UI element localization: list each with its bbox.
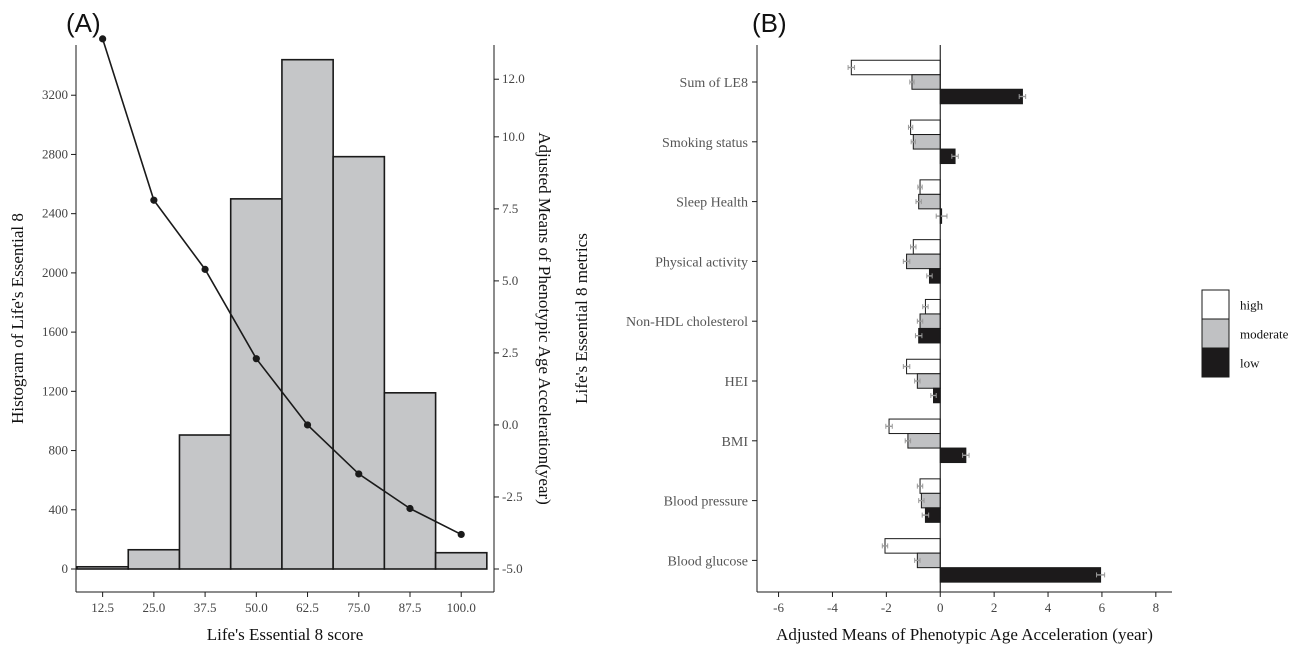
bar-high-8 bbox=[884, 538, 941, 554]
legend: high moderate low bbox=[1201, 289, 1289, 378]
bar-moderate-6 bbox=[907, 433, 941, 449]
phenotypic-age-point-5 bbox=[355, 470, 363, 478]
panel-a-x-tick-label-6: 87.5 bbox=[399, 600, 422, 615]
bar-moderate-2 bbox=[918, 193, 941, 210]
bar-moderate-5 bbox=[916, 373, 941, 389]
panel-a-label: (A) bbox=[66, 8, 101, 38]
panel-b-axes: Sum of LE8 Smoking status Sleep Health Phys… bbox=[626, 45, 1172, 615]
panel-a-y2-tick-label-0: -5.0 bbox=[502, 561, 523, 576]
panel-b-label: (B) bbox=[752, 8, 787, 38]
panel-a-y-tick-label-8: 3200 bbox=[42, 87, 68, 102]
panel-a-y2-tick-label-2: 0.0 bbox=[502, 417, 518, 432]
bar-high-2 bbox=[919, 179, 941, 195]
panel-b-category-label-4: Non-HDL cholesterol bbox=[626, 315, 748, 330]
histogram-bar-5 bbox=[332, 155, 386, 570]
panel-b-category-label-3: Physical activity bbox=[655, 255, 748, 270]
bar-moderate-0 bbox=[911, 74, 941, 90]
panel-a-x-tick-label-0: 12.5 bbox=[91, 600, 114, 615]
panel-a-y2-tick-label-5: 7.5 bbox=[502, 201, 518, 216]
bar-high-1 bbox=[910, 119, 941, 136]
panel-a-y-tick-label-6: 2400 bbox=[42, 206, 68, 221]
phenotypic-age-line bbox=[99, 35, 465, 539]
bar-moderate-3 bbox=[906, 253, 941, 270]
panel-a-x-tick-label-7: 100.0 bbox=[447, 600, 476, 615]
bar-high-5 bbox=[906, 358, 941, 375]
legend-label-moderate: moderate bbox=[1240, 327, 1289, 342]
legend-label-low: low bbox=[1240, 356, 1260, 371]
bar-moderate-1 bbox=[912, 134, 941, 150]
panel-b-x-axis-title: Adjusted Means of Phenotypic Age Acceler… bbox=[776, 625, 1153, 644]
panel-b-x-tick-label-3: 0 bbox=[937, 600, 944, 615]
panel-a-x-tick-label-4: 62.5 bbox=[296, 600, 319, 615]
panel-b-x-tick-label-1: -4 bbox=[827, 600, 838, 615]
panel-b-category-label-0: Sum of LE8 bbox=[680, 76, 748, 91]
panel-a-y-tick-label-2: 800 bbox=[49, 443, 69, 458]
legend-swatch-high bbox=[1201, 289, 1230, 320]
histogram-bar-7 bbox=[434, 551, 488, 570]
panel-a-y-tick-label-4: 1600 bbox=[42, 324, 68, 339]
panel-b-category-label-1: Smoking status bbox=[662, 136, 748, 151]
panel-b-x-tick-label-0: -6 bbox=[773, 600, 784, 615]
legend-swatch-low bbox=[1201, 347, 1230, 378]
phenotypic-age-point-3 bbox=[252, 355, 260, 363]
panel-a-y2-tick-label-6: 10.0 bbox=[502, 129, 525, 144]
histogram-bar-0 bbox=[76, 565, 130, 570]
panel-b: (B) Sum of LE8 Smoking status Sleep Health… bbox=[572, 8, 1289, 644]
panel-a-y-tick-label-1: 400 bbox=[49, 502, 69, 517]
phenotypic-age-point-6 bbox=[406, 504, 414, 513]
bar-low-8 bbox=[939, 567, 1102, 583]
panel-a-y2-axis-title: Adjusted Means of Phenotypic Age Acceler… bbox=[535, 132, 554, 504]
histogram-bar-3 bbox=[229, 198, 283, 570]
panel-a-y-axis-title: Histogram of Life's Essential 8 bbox=[8, 213, 27, 424]
bar-high-0 bbox=[850, 59, 941, 76]
panel-a-y-tick-label-7: 2800 bbox=[42, 146, 68, 161]
metric-bars bbox=[847, 59, 1106, 583]
panel-b-x-tick-label-5: 4 bbox=[1045, 600, 1052, 615]
legend-swatch-moderate bbox=[1201, 318, 1230, 349]
bar-high-6 bbox=[888, 418, 941, 435]
legend-label-high: high bbox=[1240, 298, 1264, 313]
panel-a-y-tick-label-0: 0 bbox=[62, 561, 69, 576]
panel-a-x-tick-label-1: 25.0 bbox=[142, 600, 165, 615]
panel-b-category-label-5: HEI bbox=[725, 375, 749, 390]
phenotypic-age-point-0 bbox=[99, 35, 107, 43]
panel-b-x-tick-label-7: 8 bbox=[1153, 600, 1160, 615]
panel-b-x-tick-label-6: 6 bbox=[1099, 600, 1106, 615]
phenotypic-age-point-1 bbox=[150, 196, 158, 204]
phenotypic-age-point-2 bbox=[201, 265, 209, 273]
panel-a-x-axis-title: Life's Essential 8 score bbox=[207, 625, 364, 644]
panel-a-y-tick-label-3: 1200 bbox=[42, 383, 68, 398]
panel-a: (A) 0 400 800 1200 1600 2000 2400 2800 3200 -5.0 -… bbox=[8, 8, 554, 644]
histogram-bar-6 bbox=[383, 392, 437, 570]
panel-a-axes: 0 400 800 1200 1600 2000 2400 2800 3200 -5.0 -2.5 0… bbox=[42, 45, 525, 615]
histogram-bar-1 bbox=[127, 548, 181, 570]
panel-a-x-tick-label-3: 50.0 bbox=[245, 600, 268, 615]
phenotypic-age-line-path bbox=[101, 38, 462, 536]
panel-b-y-axis-title: Life's Essential 8 metrics bbox=[572, 233, 591, 404]
panel-a-x-tick-label-2: 37.5 bbox=[194, 600, 217, 615]
histogram-bar-4 bbox=[281, 58, 334, 570]
panel-b-category-label-7: Blood pressure bbox=[664, 495, 748, 510]
panel-a-y2-tick-label-3: 2.5 bbox=[502, 345, 518, 360]
panel-a-x-tick-label-5: 75.0 bbox=[347, 600, 370, 615]
panel-a-y2-tick-label-7: 12.0 bbox=[502, 71, 525, 86]
bar-moderate-8 bbox=[916, 552, 941, 569]
panel-a-y2-tick-label-1: -2.5 bbox=[502, 489, 523, 504]
histogram-bar-2 bbox=[178, 434, 232, 570]
bar-high-3 bbox=[912, 239, 941, 255]
histogram-bars bbox=[76, 58, 488, 570]
phenotypic-age-point-4 bbox=[303, 421, 312, 429]
panel-b-category-label-8: Blood glucose bbox=[668, 554, 749, 569]
phenotypic-age-point-7 bbox=[457, 530, 465, 539]
panel-b-x-tick-label-4: 2 bbox=[991, 600, 998, 615]
panel-b-category-label-2: Sleep Health bbox=[676, 196, 748, 211]
panel-b-category-label-6: BMI bbox=[722, 435, 749, 450]
panel-a-y-tick-label-5: 2000 bbox=[42, 265, 68, 280]
panel-b-x-tick-label-2: -2 bbox=[881, 600, 892, 615]
bar-low-0 bbox=[939, 88, 1023, 105]
bar-low-6 bbox=[939, 447, 967, 464]
panel-a-y2-tick-label-4: 5.0 bbox=[502, 273, 518, 288]
